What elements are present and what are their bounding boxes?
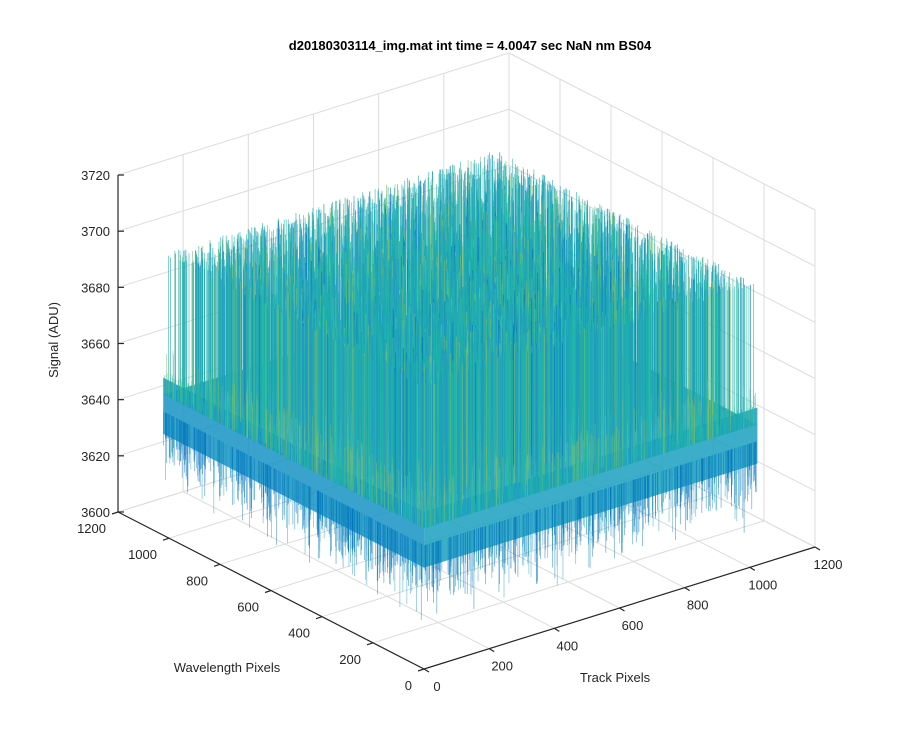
grid-line bbox=[372, 520, 765, 644]
grid-line bbox=[117, 108, 510, 232]
surface-mesh bbox=[163, 152, 758, 620]
grid-line bbox=[508, 108, 816, 267]
grid-line bbox=[117, 52, 510, 176]
grid-line bbox=[508, 52, 816, 211]
